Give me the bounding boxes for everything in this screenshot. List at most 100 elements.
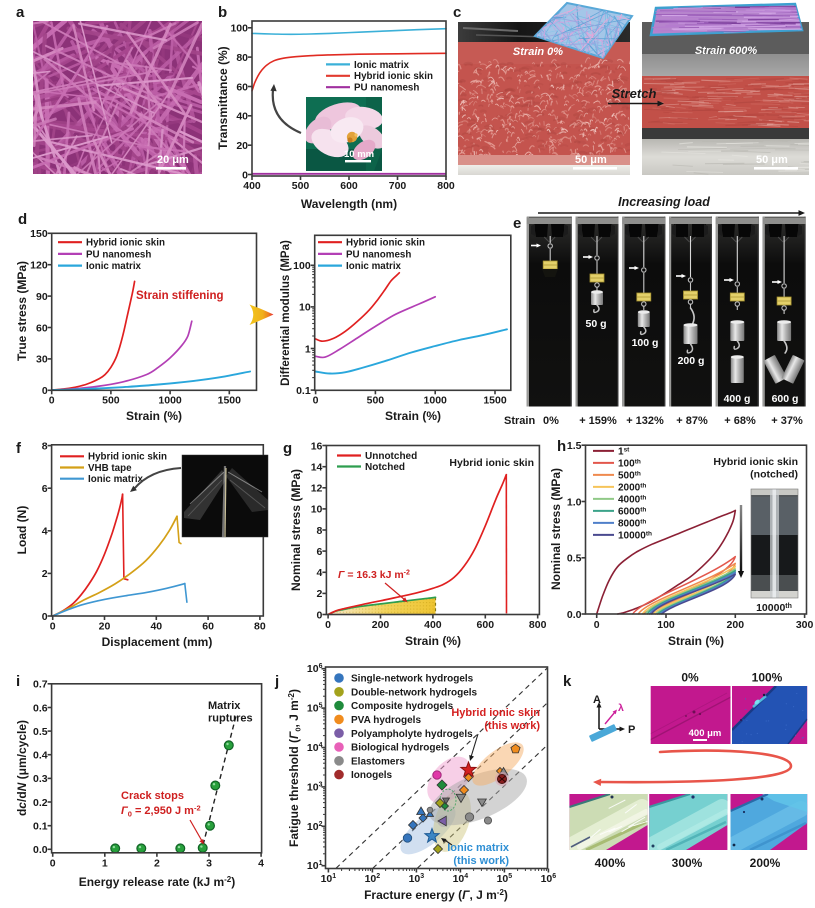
svg-text:2: 2 — [42, 568, 48, 580]
svg-text:(notched): (notched) — [750, 469, 798, 481]
svg-text:400: 400 — [243, 180, 261, 192]
svg-text:Ionic matrix: Ionic matrix — [346, 261, 402, 272]
svg-text:1st: 1st — [618, 447, 630, 458]
svg-text:Transmittance (%): Transmittance (%) — [216, 46, 230, 149]
svg-text:120: 120 — [30, 259, 48, 271]
svg-text:8000th: 8000th — [618, 519, 646, 530]
svg-text:0.7: 0.7 — [33, 679, 48, 691]
svg-text:0: 0 — [313, 395, 319, 407]
svg-text:1.5: 1.5 — [567, 440, 582, 452]
svg-text:6: 6 — [42, 483, 48, 495]
svg-text:400 g: 400 g — [724, 393, 751, 405]
svg-text:Biological hydrogels: Biological hydrogels — [351, 743, 450, 754]
svg-text:Increasing load: Increasing load — [618, 195, 710, 209]
svg-text:0.0: 0.0 — [567, 609, 582, 621]
svg-text:200 g: 200 g — [678, 355, 705, 367]
svg-text:4: 4 — [258, 858, 264, 870]
svg-text:700: 700 — [389, 180, 407, 192]
svg-text:(this work): (this work) — [484, 720, 540, 732]
svg-text:Ionic matrix: Ionic matrix — [88, 474, 144, 485]
svg-text:1500: 1500 — [483, 395, 507, 407]
svg-text:Matrix: Matrix — [208, 700, 241, 712]
svg-text:a: a — [16, 4, 25, 21]
svg-text:b: b — [218, 4, 227, 21]
svg-text:0.3: 0.3 — [33, 773, 48, 785]
svg-text:200: 200 — [372, 619, 390, 631]
svg-text:40: 40 — [150, 621, 162, 633]
svg-text:Ionic matrix: Ionic matrix — [86, 261, 142, 272]
svg-text:Load (N): Load (N) — [15, 506, 29, 555]
svg-text:Hybrid ionic skin: Hybrid ionic skin — [354, 71, 433, 82]
svg-text:10000th: 10000th — [756, 602, 792, 614]
svg-text:Strain: Strain — [504, 415, 535, 427]
svg-text:600 g: 600 g — [772, 393, 799, 405]
svg-text:i: i — [16, 673, 20, 690]
svg-text:dc/dN (μm/cycle): dc/dN (μm/cycle) — [15, 720, 29, 816]
svg-text:0: 0 — [50, 621, 56, 633]
svg-text:0.6: 0.6 — [33, 702, 48, 714]
svg-text:1000: 1000 — [424, 395, 448, 407]
svg-text:4000th: 4000th — [618, 495, 646, 506]
svg-text:c: c — [453, 4, 461, 21]
svg-text:0: 0 — [317, 609, 323, 621]
svg-text:500th: 500th — [618, 471, 641, 482]
svg-text:Strain 600%: Strain 600% — [695, 45, 758, 57]
svg-text:PU nanomesh: PU nanomesh — [86, 249, 151, 260]
svg-text:20: 20 — [236, 140, 248, 152]
svg-text:0: 0 — [242, 169, 248, 181]
svg-text:h: h — [557, 438, 566, 455]
svg-text:20 μm: 20 μm — [157, 154, 189, 166]
svg-text:0: 0 — [325, 619, 331, 631]
svg-text:10 mm: 10 mm — [344, 149, 374, 160]
svg-text:6000th: 6000th — [618, 507, 646, 518]
svg-text:k: k — [563, 673, 572, 690]
svg-text:8: 8 — [42, 440, 48, 452]
svg-text:Polyampholyte hydrogels: Polyampholyte hydrogels — [351, 729, 473, 740]
svg-text:14: 14 — [311, 461, 323, 473]
svg-text:λ: λ — [618, 702, 624, 714]
svg-text:Crack stops: Crack stops — [121, 790, 184, 802]
svg-text:Fatigue threshold (Γ0, J m-2): Fatigue threshold (Γ0, J m-2) — [287, 689, 303, 847]
svg-text:PU nanomesh: PU nanomesh — [354, 83, 419, 94]
svg-text:Strain 0%: Strain 0% — [513, 46, 563, 58]
svg-text:Energy release rate (kJ m-2): Energy release rate (kJ m-2) — [79, 875, 236, 889]
svg-text:100: 100 — [657, 619, 675, 631]
svg-text:2000th: 2000th — [618, 483, 646, 494]
svg-text:300: 300 — [796, 619, 814, 631]
svg-text:j: j — [274, 673, 279, 690]
svg-text:Fracture energy (Γ, J m-2): Fracture energy (Γ, J m-2) — [364, 888, 508, 902]
svg-text:Strain (%): Strain (%) — [126, 409, 182, 423]
svg-text:PU nanomesh: PU nanomesh — [346, 249, 411, 260]
svg-text:Unnotched: Unnotched — [365, 451, 417, 462]
svg-text:4: 4 — [317, 567, 323, 579]
svg-text:Stretch: Stretch — [612, 86, 657, 101]
svg-text:0.2: 0.2 — [33, 797, 48, 809]
svg-text:+ 159%: + 159% — [579, 415, 617, 427]
svg-text:Notched: Notched — [365, 462, 405, 473]
svg-text:100: 100 — [293, 260, 311, 272]
svg-text:800: 800 — [437, 180, 455, 192]
svg-text:150: 150 — [30, 228, 48, 240]
svg-text:200: 200 — [727, 619, 745, 631]
svg-text:Hybrid ionic skin: Hybrid ionic skin — [713, 456, 798, 468]
svg-text:50 g: 50 g — [585, 318, 606, 330]
svg-text:0: 0 — [49, 395, 55, 407]
svg-text:0: 0 — [594, 619, 600, 631]
svg-text:80: 80 — [254, 621, 266, 633]
svg-text:0.4: 0.4 — [33, 750, 48, 762]
svg-text:0%: 0% — [681, 671, 699, 685]
svg-text:0: 0 — [42, 611, 48, 623]
svg-text:0.1: 0.1 — [296, 385, 311, 397]
svg-text:100%: 100% — [752, 671, 783, 685]
svg-text:+ 132%: + 132% — [626, 415, 664, 427]
svg-text:e: e — [513, 215, 521, 232]
svg-text:10: 10 — [311, 504, 323, 516]
svg-text:60: 60 — [236, 81, 248, 93]
svg-text:PVA hydrogels: PVA hydrogels — [351, 715, 421, 726]
svg-text:VHB tape: VHB tape — [88, 463, 132, 474]
svg-text:+ 37%: + 37% — [771, 415, 803, 427]
svg-text:0: 0 — [50, 858, 56, 870]
svg-text:2: 2 — [317, 588, 323, 600]
svg-text:200%: 200% — [750, 856, 781, 870]
svg-text:Hybrid ionic skin: Hybrid ionic skin — [88, 452, 167, 463]
